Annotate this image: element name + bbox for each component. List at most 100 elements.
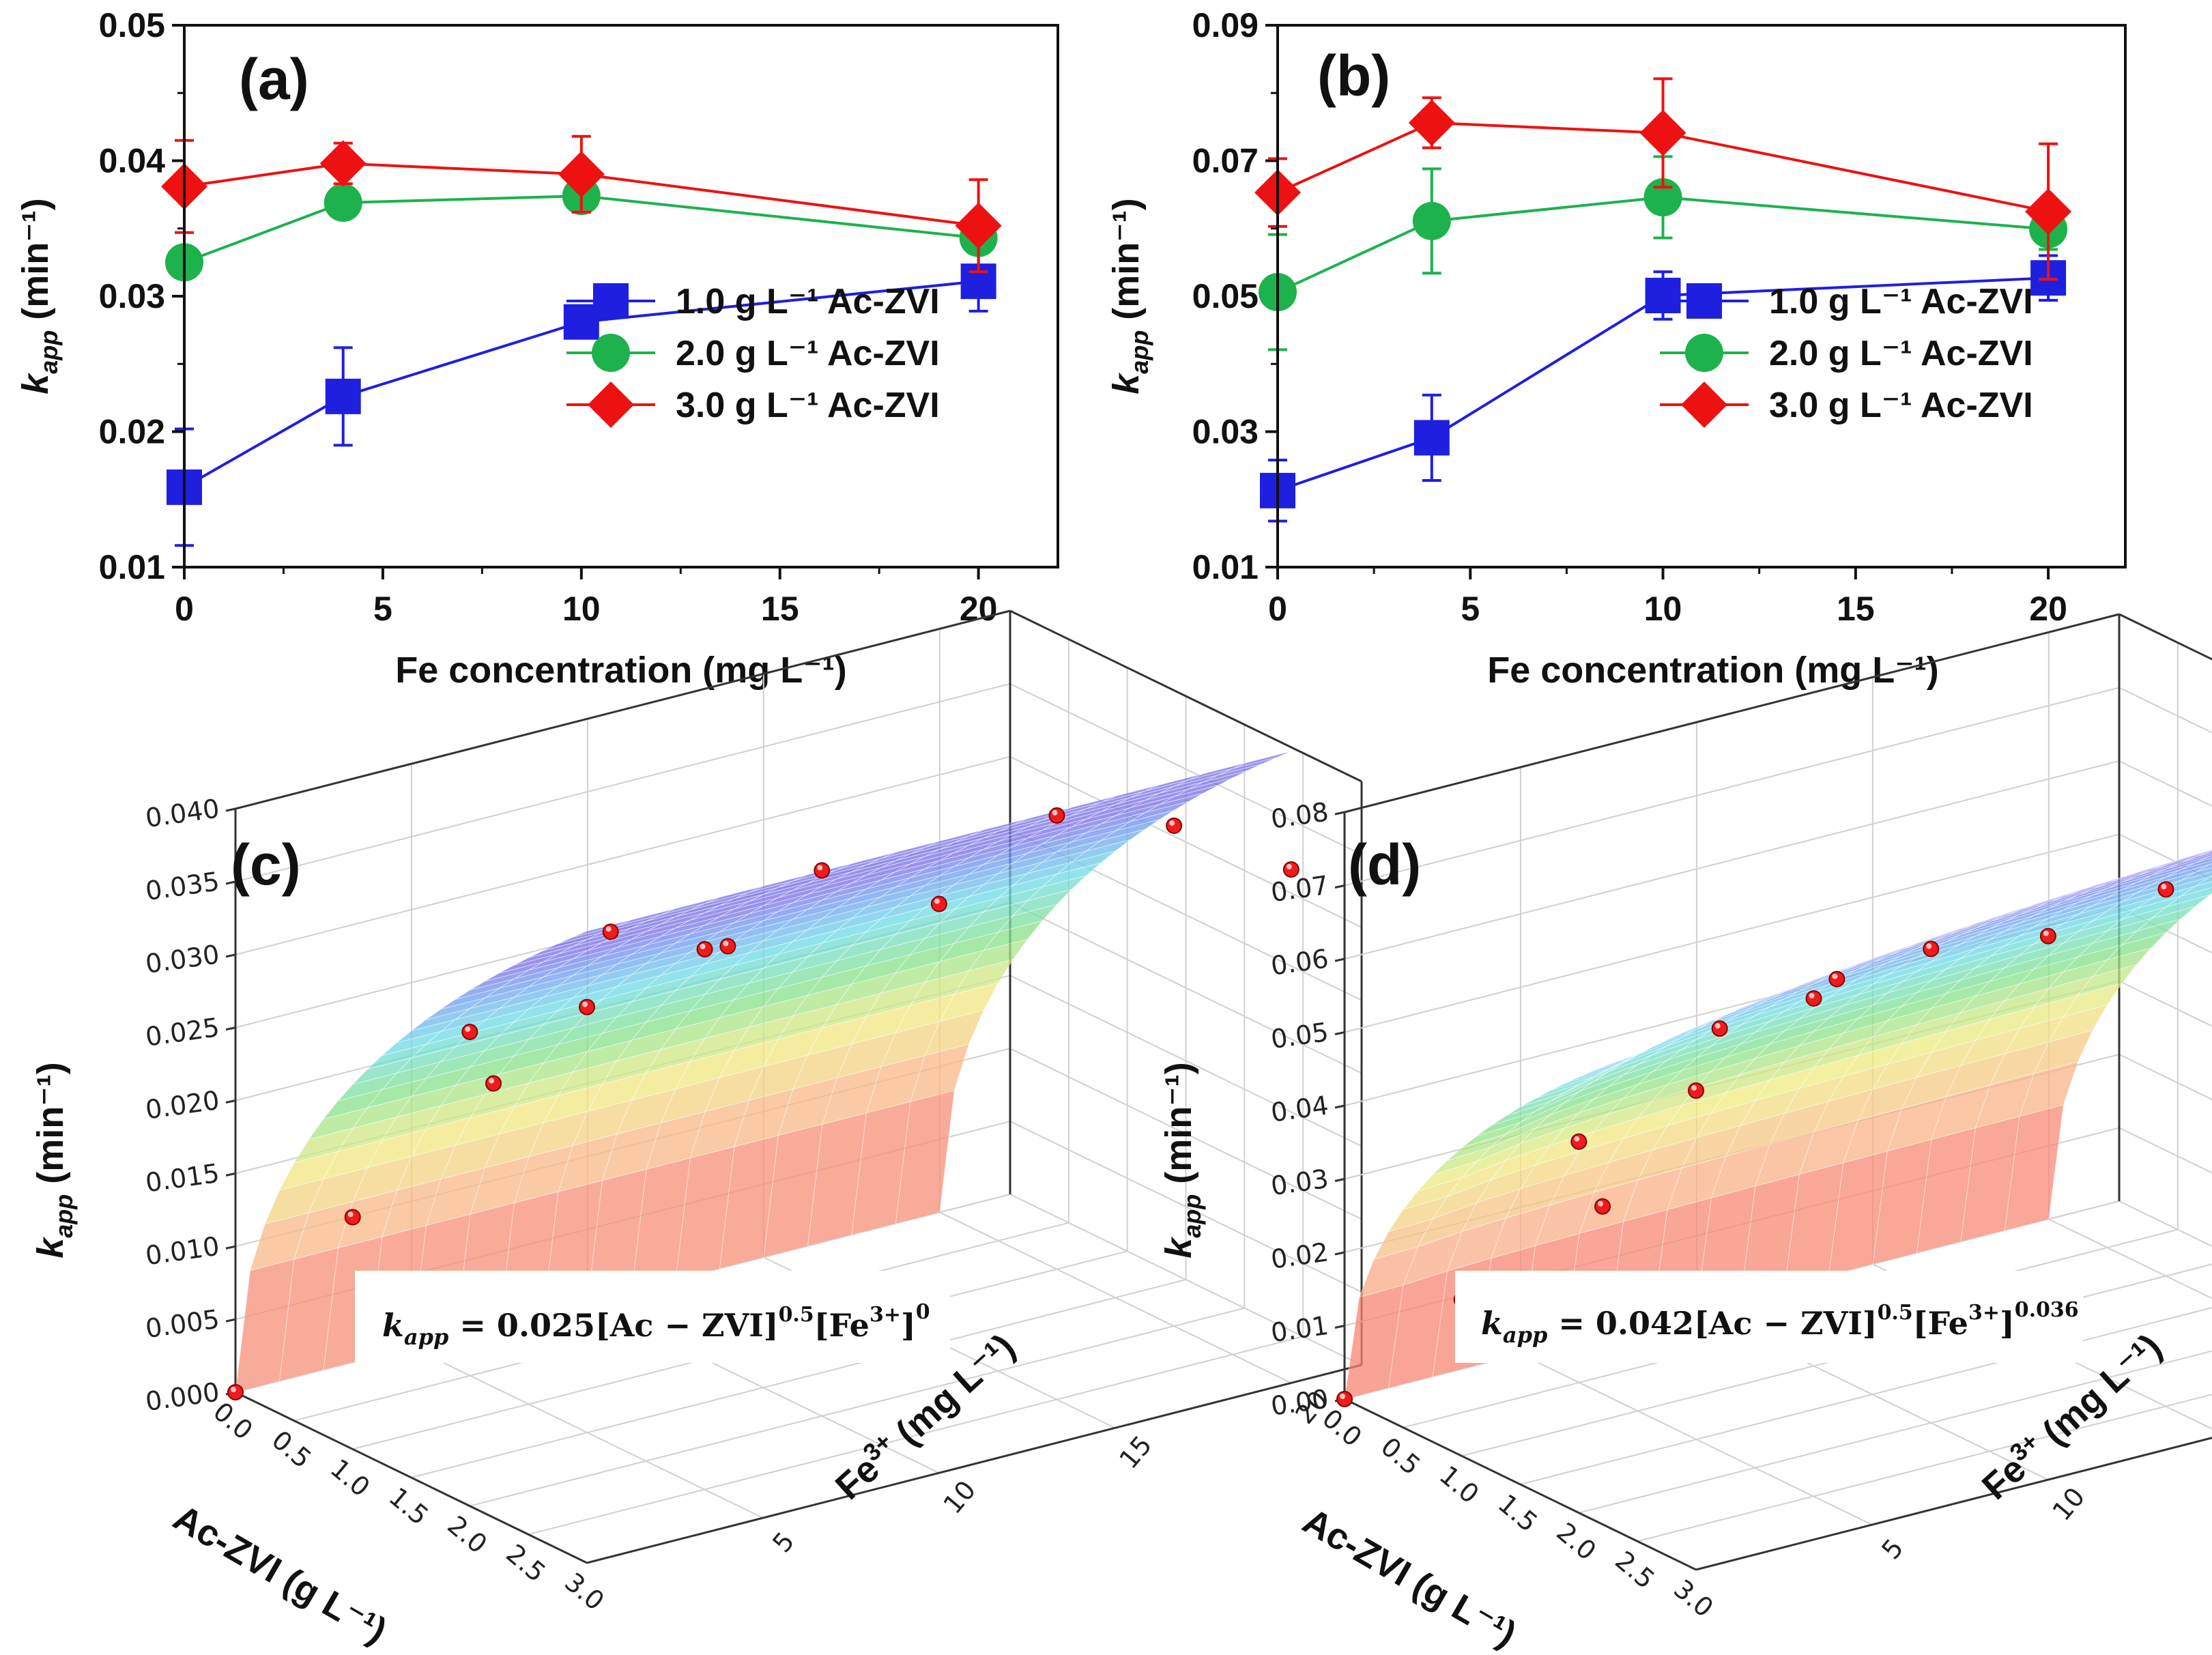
panel-d-surface-cell bbox=[1828, 1151, 1888, 1276]
panel-a-frame bbox=[183, 24, 1059, 569]
panel-d-data-point bbox=[2157, 881, 2174, 898]
panel-d-surface-cell bbox=[1696, 1032, 1755, 1059]
panel-c-surface-cell bbox=[557, 1016, 618, 1046]
panel-b-series-3-line bbox=[1277, 121, 2049, 213]
panel-a-series-3-line bbox=[184, 162, 979, 227]
panel-a-x-axis-label: Fe concentration (mg L⁻¹) bbox=[395, 650, 847, 691]
panel-c-surface-cell bbox=[367, 1128, 427, 1168]
panel-b-series-1-line bbox=[1277, 276, 2049, 492]
panel-c-surface-cell bbox=[807, 1112, 867, 1247]
panel-d-surface-cell bbox=[2209, 863, 2212, 865]
panel-c-surface-cell bbox=[235, 1258, 295, 1393]
panel-d-data-point-highlight bbox=[2043, 930, 2049, 936]
panel-b-legend-label-2: 2.0 g L⁻¹ Ac-ZVI bbox=[1769, 334, 2033, 373]
panel-d-surface-cell bbox=[2195, 863, 2212, 873]
panel-d-z-tick-mark bbox=[1334, 1178, 1345, 1182]
panel-d-equation-box: kapp = 0.042[Ac − ZVI]0.5[Fe3+]0.036 bbox=[1455, 1271, 2083, 1363]
panel-d-z-tick-mark bbox=[1334, 1031, 1345, 1035]
panel-a-y-tick-label: 0.04 bbox=[99, 142, 166, 180]
panel-c-data-point bbox=[344, 1209, 361, 1226]
panel-d-surface-cell bbox=[2180, 852, 2212, 863]
panel-c-data-point-highlight bbox=[489, 1078, 495, 1084]
panel-d-surface-cell bbox=[1622, 1070, 1682, 1099]
panel-a-x-tick-label: 5 bbox=[373, 590, 392, 628]
panel-d-equation: kapp = 0.042[Ac − ZVI]0.5[Fe3+]0.036 bbox=[1481, 1298, 2079, 1348]
panel-c-frame-edge bbox=[586, 1364, 1362, 1564]
panel-c-data-point bbox=[719, 938, 736, 955]
panel-b-legend-label-3: 3.0 g L⁻¹ Ac-ZVI bbox=[1769, 386, 2033, 425]
panel-c-z-tick-mark bbox=[225, 1245, 236, 1250]
panel-d-surface-cell bbox=[2078, 882, 2137, 903]
panel-a-legend-label-3: 3.0 g L⁻¹ Ac-ZVI bbox=[676, 386, 940, 425]
panel-d-label: (d) bbox=[1348, 833, 1421, 897]
panel-c-surface-cell bbox=[646, 1111, 706, 1170]
panel-c-surface-cell bbox=[395, 1046, 457, 1074]
panel-d-surface-cell bbox=[2151, 864, 2210, 885]
panel-b-frame bbox=[1276, 24, 2127, 569]
panel-d-surface-cell bbox=[1373, 1218, 1433, 1260]
panel-a-series-3-point bbox=[319, 140, 367, 187]
panel-a-series-2-point bbox=[324, 184, 362, 222]
panel-a-x-tick-label: 10 bbox=[562, 590, 601, 628]
panel-d-surface-cell bbox=[1534, 1076, 1594, 1099]
panel-c-data-point-highlight bbox=[1052, 809, 1058, 816]
panel-b-series-1-point bbox=[1413, 420, 1450, 456]
panel-a-x-tick-label: 15 bbox=[761, 590, 799, 628]
panel-c-data-point-highlight bbox=[347, 1211, 354, 1218]
panel-d-surface-cell bbox=[1739, 1045, 1800, 1076]
panel-d-data-point bbox=[1711, 1020, 1728, 1037]
panel-a-y-tick-label: 0.03 bbox=[99, 277, 165, 315]
panel-d-surface-cell bbox=[1593, 1149, 1654, 1193]
panel-d-surface-cell bbox=[2063, 983, 2123, 1018]
panel-b-series-3-point bbox=[1408, 99, 1455, 146]
panel-c-data-point bbox=[1048, 807, 1065, 824]
panel-c-data-point-highlight bbox=[817, 865, 823, 871]
panel-d-floor-gridline bbox=[1520, 1307, 2212, 1485]
panel-c-data-point bbox=[930, 895, 947, 912]
panel-d-data-point-highlight bbox=[1598, 1200, 1604, 1207]
panel-d-surface-cell bbox=[1857, 943, 1916, 965]
panel-c-surface-cell bbox=[719, 1135, 779, 1269]
panel-b-x-tick-label: 0 bbox=[1268, 590, 1287, 628]
panel-c-floor-gridline bbox=[411, 1279, 1186, 1478]
panel-c-data-point bbox=[485, 1075, 502, 1092]
panel-c-equation: kapp = 0.025[Ac − ZVI]0.5[Fe3+]0 bbox=[382, 1300, 930, 1350]
panel-c-equation-box: kapp = 0.025[Ac − ZVI]0.5[Fe3+]0 bbox=[355, 1271, 950, 1363]
panel-b-y-axis-label: kapp (min⁻¹) bbox=[1106, 198, 1153, 394]
panel-a-y-axis-label: kapp (min⁻¹) bbox=[15, 198, 63, 394]
panel-b-x-axis-label: Fe concentration (mg L⁻¹) bbox=[1487, 650, 1939, 691]
panel-b-legend-marker-1 bbox=[1686, 283, 1722, 319]
panel-c-frame-edge bbox=[1009, 609, 1362, 783]
panel-b-legend: 1.0 g L⁻¹ Ac-ZVI 2.0 g L⁻¹ Ac-ZVI 3.0 g L⁻… bbox=[1660, 282, 2033, 428]
panel-d-surface-cell bbox=[1960, 936, 2020, 959]
panel-b-legend-label-1: 1.0 g L⁻¹ Ac-ZVI bbox=[1769, 282, 2033, 321]
panel-d-frame-edge bbox=[1695, 1437, 2212, 1571]
panel-d-surface-cell bbox=[1358, 1246, 1419, 1298]
panel-c-data-point bbox=[1166, 817, 1183, 834]
panel-c-z-tick-mark bbox=[225, 807, 236, 812]
panel-d-surface-cell bbox=[1783, 1033, 1844, 1063]
panel-d-surface-cell bbox=[1931, 939, 1990, 962]
panel-d-z-tick-mark bbox=[1334, 884, 1345, 889]
panel-c-z-tick-mark bbox=[225, 953, 236, 958]
panel-b-y-tick-label: 0.07 bbox=[1192, 142, 1259, 180]
panel-d-floor-gridline bbox=[1579, 1350, 2212, 1514]
panel-b-x-tick-label: 15 bbox=[1837, 590, 1875, 628]
panel-d-surface-cell bbox=[1916, 1127, 1976, 1254]
panel-c-surface-cell bbox=[675, 908, 734, 929]
panel-d-z-tick-mark bbox=[1334, 1104, 1345, 1109]
panel-c-surface-cell bbox=[484, 1122, 544, 1168]
panel-c-z-tick-mark bbox=[225, 1172, 236, 1177]
panel-c-floor-gridline bbox=[411, 1347, 764, 1519]
panel-c-floor-gridline bbox=[470, 1307, 1245, 1507]
panel-a-legend-label-2: 2.0 g L⁻¹ Ac-ZVI bbox=[676, 334, 940, 373]
panel-c-data-point-highlight bbox=[723, 940, 729, 947]
panel-d-surface-cell bbox=[1446, 1134, 1506, 1161]
panel-c-surface-cell bbox=[851, 1101, 911, 1235]
panel-d-z-axis-label: kapp (min⁻¹) bbox=[1158, 1062, 1206, 1258]
panel-d-data-point-highlight bbox=[1691, 1085, 1697, 1091]
panel-c-frame-edge bbox=[235, 609, 1011, 810]
panel-d-z-tick-mark bbox=[1334, 811, 1345, 816]
panel-d-surface-cell bbox=[1695, 1058, 1756, 1088]
